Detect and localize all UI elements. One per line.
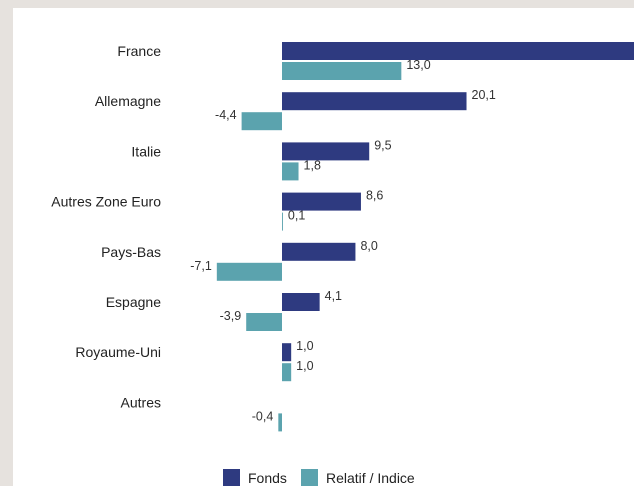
value-label-fonds-pays-bas: 8,0 <box>360 239 377 253</box>
bars <box>216 42 634 432</box>
legend-swatch-relatif <box>301 469 318 486</box>
legend-label-fonds: Fonds <box>248 470 287 486</box>
category-labels: France Allemagne Italie Autres Zone Euro Pay… <box>51 43 161 410</box>
category-label-france: France <box>117 43 161 59</box>
value-label-relatif-indice-allemagne: -4,4 <box>215 108 237 122</box>
value-label-fonds-italie: 9,5 <box>374 138 391 152</box>
value-label-relatif-indice-autres-zone-euro: 0,1 <box>288 209 305 223</box>
value-label-relatif-indice-france: 13,0 <box>406 58 430 72</box>
category-label-pays-bas: Pays-Bas <box>101 244 161 260</box>
category-label-autres-zone-euro: Autres Zone Euro <box>51 194 161 210</box>
chart-panel: France Allemagne Italie Autres Zone Euro Pay… <box>13 8 634 486</box>
bar-relatif-indice-italie <box>282 162 299 181</box>
bar-fonds-autres-zone-euro <box>282 192 361 211</box>
bar-relatif-indice-pays-bas <box>216 262 282 281</box>
value-label-relatif-indice-royaume-uni: 1,0 <box>296 359 313 373</box>
category-label-autres: Autres <box>121 394 161 410</box>
value-label-fonds-autres-zone-euro: 8,6 <box>366 189 383 203</box>
bar-relatif-indice-espagne <box>246 313 282 331</box>
category-label-espagne: Espagne <box>106 294 161 310</box>
bar-chart: France Allemagne Italie Autres Zone Euro Pay… <box>51 42 634 486</box>
legend: Fonds Relatif / Indice <box>223 469 415 486</box>
bar-fonds-royaume-uni <box>282 343 292 362</box>
legend-label-relatif: Relatif / Indice <box>326 470 415 486</box>
value-label-relatif-indice-italie: 1,8 <box>304 158 321 172</box>
value-label-fonds-royaume-uni: 1,0 <box>296 339 313 353</box>
category-label-royaume-uni: Royaume-Uni <box>75 344 161 360</box>
value-label-fonds-espagne: 4,1 <box>325 289 342 303</box>
bar-relatif-indice-autres-zone-euro <box>282 212 283 231</box>
bar-fonds-france <box>282 42 634 60</box>
bar-relatif-indice-royaume-uni <box>282 363 292 382</box>
category-label-allemagne: Allemagne <box>95 93 161 109</box>
bar-relatif-indice-allemagne <box>241 112 282 131</box>
category-label-italie: Italie <box>131 143 161 159</box>
value-label-relatif-indice-espagne: -3,9 <box>220 309 242 323</box>
bar-fonds-italie <box>282 142 370 161</box>
bar-fonds-allemagne <box>282 92 467 111</box>
legend-swatch-fonds <box>223 469 240 486</box>
value-label-relatif-indice-autres: -0,4 <box>252 409 274 423</box>
bar-relatif-indice-france <box>282 62 402 80</box>
value-label-relatif-indice-pays-bas: -7,1 <box>190 259 212 273</box>
bar-fonds-espagne <box>282 293 320 311</box>
value-label-fonds-allemagne: 20,1 <box>472 88 496 102</box>
value-labels: 48,713,020,1-4,49,51,88,60,18,0-7,14,1-3… <box>190 58 496 423</box>
bar-relatif-indice-autres <box>278 413 282 432</box>
bar-fonds-pays-bas <box>282 242 356 261</box>
